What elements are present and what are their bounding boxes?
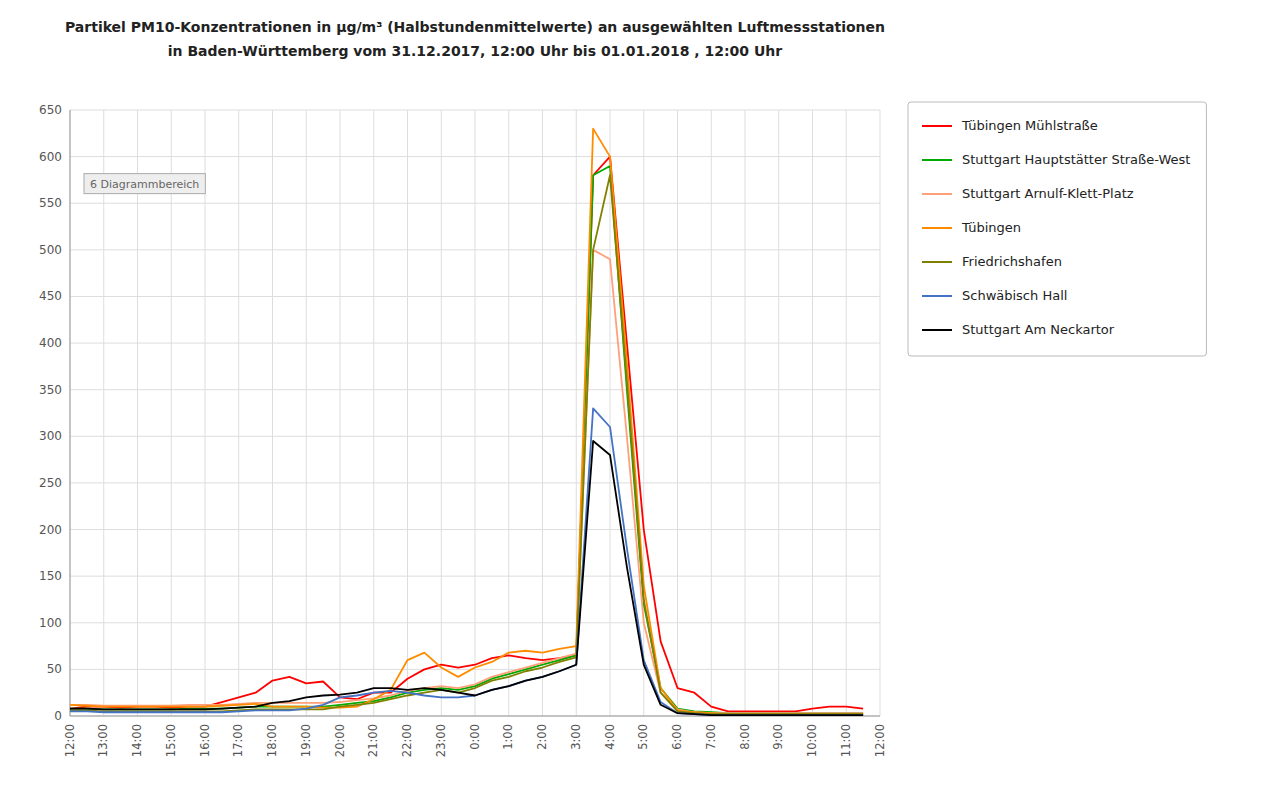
legend-label: Tübingen (961, 220, 1021, 235)
x-tick-label: 7:00 (704, 724, 718, 750)
y-tick-label: 100 (39, 616, 62, 630)
legend-label: Friedrichshafen (962, 254, 1062, 269)
series-line (70, 166, 863, 713)
legend-swatch (922, 125, 952, 127)
grid-line-x (542, 110, 543, 716)
x-tick-label: 21:00 (366, 724, 380, 757)
legend-label: Stuttgart Arnulf-Klett-Platz (962, 186, 1134, 201)
y-tick-label: 50 (47, 662, 62, 676)
x-tick-label: 11:00 (839, 724, 853, 757)
x-tick-label: 4:00 (603, 724, 617, 750)
grid-line-x (677, 110, 678, 716)
legend-swatch (922, 261, 952, 263)
grid-line-x (238, 110, 239, 716)
grid-line-x (103, 110, 104, 716)
x-tick-label: 19:00 (299, 724, 313, 757)
grid-line-x (880, 110, 881, 716)
series-line (70, 129, 863, 714)
x-tick-label: 14:00 (130, 724, 144, 757)
x-tick-label: 20:00 (333, 724, 347, 757)
legend: Tübingen Mühlstraße Stuttgart Hauptstätte… (908, 102, 1206, 356)
y-tick-label: 600 (39, 150, 62, 164)
y-axis-line (70, 110, 71, 716)
legend-box (908, 102, 1206, 356)
grid-line-x (407, 110, 408, 716)
grid-line-x (306, 110, 307, 716)
y-tick-label: 650 (39, 103, 62, 117)
y-tick-label: 500 (39, 243, 62, 257)
background (0, 0, 1268, 808)
y-tick-label: 250 (39, 476, 62, 490)
grid-line-x (373, 110, 374, 716)
y-tick-label: 450 (39, 289, 62, 303)
x-tick-label: 10:00 (805, 724, 819, 757)
x-tick-label: 8:00 (738, 724, 752, 750)
grid-line-x (171, 110, 172, 716)
subtitle: in Baden-Württemberg vom 31.12.2017, 12:… (168, 43, 782, 59)
x-tick-label: 9:00 (771, 724, 785, 750)
grid-line-x (475, 110, 476, 716)
series-line (70, 250, 863, 713)
x-tick-label: 0:00 (468, 724, 482, 750)
grid-line-x (846, 110, 847, 716)
y-tick-label: 300 (39, 429, 62, 443)
grid (70, 110, 880, 716)
series-line (70, 441, 863, 715)
x-tick-label: 12:00 (873, 724, 887, 757)
series-line (70, 175, 863, 714)
x-tick-label: 16:00 (198, 724, 212, 757)
grid-line-x (610, 110, 611, 716)
title: Partikel PM10-Konzentrationen in µg/m³ (… (65, 19, 885, 35)
x-tick-label: 22:00 (400, 724, 414, 757)
x-tick-label: 1:00 (501, 724, 515, 750)
legend-swatch (922, 159, 952, 161)
y-tick-label: 150 (39, 569, 62, 583)
legend-label: Schwäbisch Hall (962, 288, 1067, 303)
x-tick-label: 23:00 (434, 724, 448, 757)
x-tick-label: 12:00 (63, 724, 77, 757)
legend-label: Stuttgart Hauptstätter Straße-West (962, 152, 1190, 167)
x-tick-label: 3:00 (569, 724, 583, 750)
annotation-text: 6 Diagrammbereich (90, 178, 199, 191)
grid-line-x (711, 110, 712, 716)
annotation-box (84, 174, 205, 194)
grid-line-x (205, 110, 206, 716)
chart: Partikel PM10-Konzentrationen in µg/m³ (… (0, 0, 1268, 808)
grid-line-x (508, 110, 509, 716)
y-tick-label: 0 (54, 709, 62, 723)
x-tick-label: 15:00 (164, 724, 178, 757)
y-tick-label: 200 (39, 523, 62, 537)
series-group (70, 129, 863, 715)
grid-line-x (441, 110, 442, 716)
x-tick-label: 13:00 (96, 724, 110, 757)
grid-line-x (272, 110, 273, 716)
legend-swatch (922, 227, 952, 229)
grid-line-x (778, 110, 779, 716)
legend-label: Stuttgart Am Neckartor (962, 322, 1115, 337)
x-tick-label: 5:00 (636, 724, 650, 750)
legend-label: Tübingen Mühlstraße (961, 118, 1098, 133)
annotation: 6 Diagrammbereich (84, 174, 205, 194)
legend-swatch (922, 193, 952, 195)
grid-line-x (812, 110, 813, 716)
x-tick-label: 2:00 (535, 724, 549, 750)
grid-line-x (340, 110, 341, 716)
series-line (70, 408, 863, 715)
x-tick-label: 17:00 (231, 724, 245, 757)
y-tick-label: 550 (39, 196, 62, 210)
axes: 0 50 100 150 200 250 300 350 400 450 500 550 600 650 1… (39, 103, 886, 757)
x-tick-label: 6:00 (670, 724, 684, 750)
legend-swatch (922, 295, 952, 297)
x-tick-label: 18:00 (265, 724, 279, 757)
series-line (70, 157, 863, 712)
grid-line-x (745, 110, 746, 716)
y-tick-label: 400 (39, 336, 62, 350)
grid-line-x (70, 110, 71, 716)
legend-swatch (922, 329, 952, 331)
y-tick-label: 350 (39, 383, 62, 397)
grid-line-x (137, 110, 138, 716)
